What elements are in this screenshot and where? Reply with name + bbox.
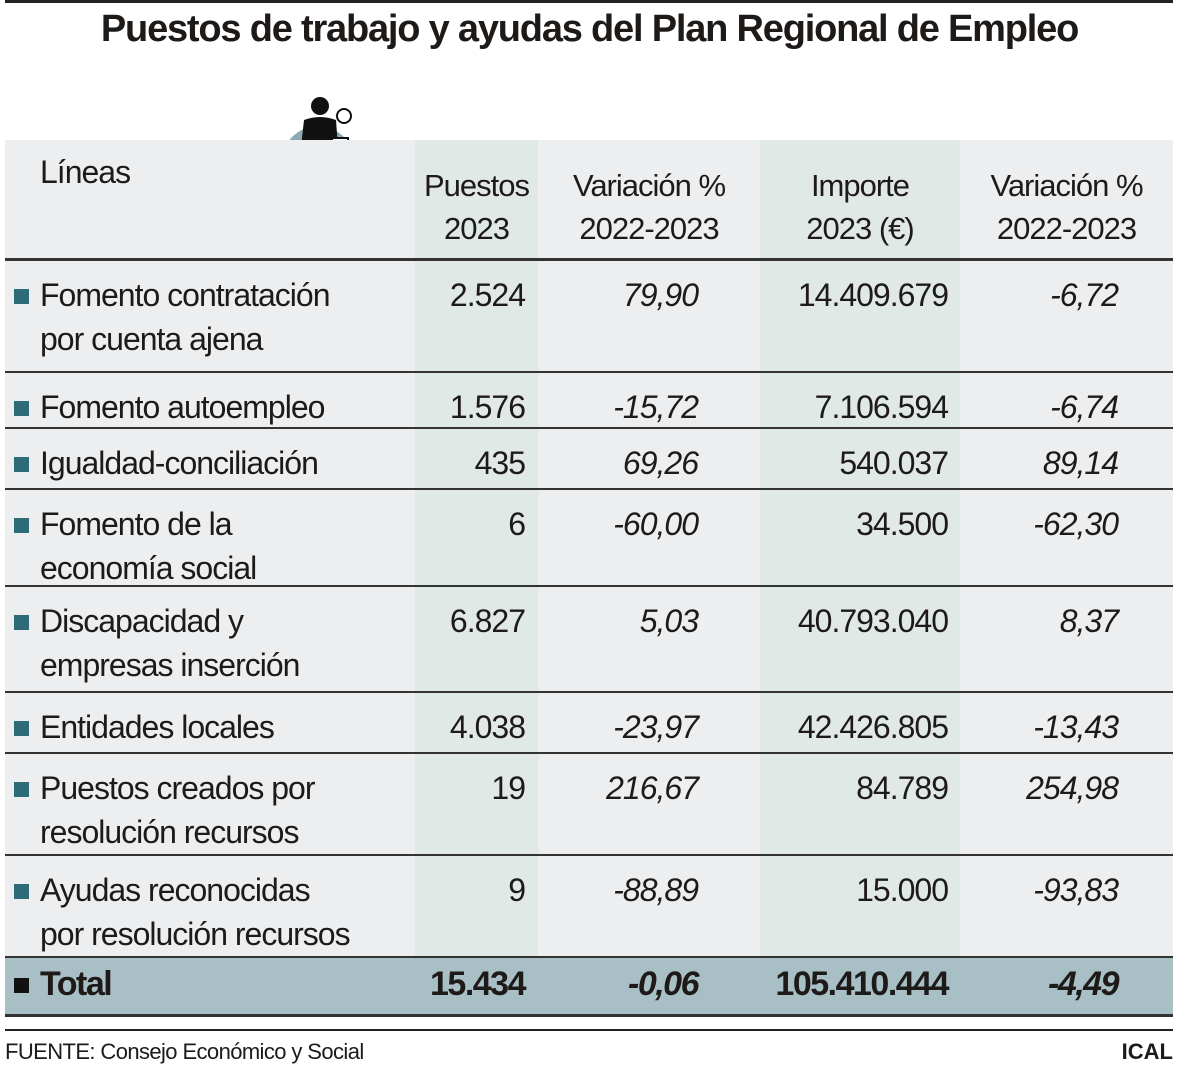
page-title: Puestos de trabajo y ayudas del Plan Reg…	[100, 8, 1079, 50]
header-variacion-puestos: Variación % 2022-2023	[572, 168, 726, 246]
row-label: Ayudas reconocidas por resolución recurso…	[40, 872, 351, 952]
cell-var-importe: -62,30	[1033, 506, 1119, 542]
cell-puestos: 19	[491, 770, 526, 806]
square-bullet-icon	[14, 615, 29, 630]
cell-puestos: 6.827	[449, 603, 526, 639]
total-var-puestos: -0,06	[628, 965, 700, 1003]
header-lineas: Líneas	[40, 154, 131, 190]
credit: ICAL	[1121, 1039, 1173, 1064]
square-bullet-icon	[14, 978, 29, 993]
total-var-importe: -4,49	[1048, 965, 1120, 1003]
total-puestos: 15.434	[430, 965, 527, 1003]
cell-var-puestos: -15,72	[613, 389, 699, 425]
table-row: Fomento autoempleo 1.576 -15,72 7.106.594 -6…	[5, 373, 1173, 429]
data-table: Líneas Puestos 2023 Variación % 2022-2023 …	[5, 140, 1173, 1017]
row-label: Fomento contratación por cuenta ajena	[40, 277, 331, 357]
source-note: FUENTE: Consejo Económico y Social	[5, 1039, 364, 1064]
header-variacion-importe: Variación % 2022-2023	[990, 168, 1143, 246]
square-bullet-icon	[14, 884, 29, 899]
cell-importe: 34.500	[856, 506, 949, 542]
header-puestos: Puestos 2023	[423, 168, 530, 246]
table-row: Discapacidad y empresas inserción 6.827 5,0…	[5, 587, 1173, 693]
cell-var-puestos: 216,67	[606, 770, 699, 806]
cell-importe: 84.789	[856, 770, 949, 806]
total-importe: 105.410.444	[775, 965, 949, 1003]
cell-var-importe: 89,14	[1042, 445, 1119, 481]
cell-puestos: 4.038	[449, 709, 526, 745]
square-bullet-icon	[14, 401, 29, 416]
square-bullet-icon	[14, 721, 29, 736]
square-bullet-icon	[14, 289, 29, 304]
cell-var-puestos: -23,97	[613, 709, 699, 745]
column-band-puestos	[415, 140, 538, 1017]
square-bullet-icon	[14, 518, 29, 533]
cell-importe: 40.793.040	[797, 603, 949, 639]
square-bullet-icon	[14, 457, 29, 472]
header-importe: Importe 2023 (€)	[806, 168, 914, 246]
total-row: Total 15.434 -0,06 105.410.444 -4,49	[5, 958, 1173, 1017]
cell-var-importe: -13,43	[1033, 709, 1119, 745]
table-header: Líneas Puestos 2023 Variación % 2022-2023 …	[5, 140, 1173, 261]
cell-var-importe: -6,74	[1050, 389, 1119, 425]
table-row: Puestos creados por resolución recursos 19…	[5, 754, 1173, 856]
cell-importe: 14.409.679	[797, 277, 949, 313]
row-label: Fomento autoempleo	[40, 389, 325, 425]
cell-importe: 42.426.805	[797, 709, 949, 745]
cell-var-importe: 8,37	[1059, 603, 1119, 639]
table-row: Igualdad-conciliación 435 69,26 540.037 89,1…	[5, 429, 1173, 490]
footer-rule	[5, 1029, 1173, 1031]
row-label: Entidades locales	[40, 709, 275, 745]
row-label: Discapacidad y empresas inserción	[40, 603, 300, 683]
row-label: Igualdad-conciliación	[40, 445, 319, 481]
table-row: Fomento contratación por cuenta ajena 2.52…	[5, 261, 1173, 373]
cell-var-importe: 254,98	[1026, 770, 1119, 806]
square-bullet-icon	[14, 782, 29, 797]
cell-var-puestos: 5,03	[639, 603, 699, 639]
column-band-importe	[760, 140, 960, 1017]
cell-var-puestos: -88,89	[613, 872, 699, 908]
cell-importe: 540.037	[839, 445, 949, 481]
cell-puestos: 9	[508, 872, 526, 908]
row-label: Puestos creados por resolución recursos	[40, 770, 316, 850]
total-label: Total	[40, 965, 113, 1003]
top-rule	[5, 0, 1173, 3]
cell-importe: 7.106.594	[814, 389, 949, 425]
table-row: Fomento de la economía social 6 -60,00 34.50…	[5, 490, 1173, 587]
cell-puestos: 1.576	[449, 389, 526, 425]
cell-puestos: 2.524	[449, 277, 526, 313]
cell-var-puestos: 79,90	[622, 277, 699, 313]
row-label: Fomento de la economía social	[40, 506, 257, 586]
cell-importe: 15.000	[856, 872, 949, 908]
cell-var-importe: -6,72	[1050, 277, 1119, 313]
cell-var-puestos: 69,26	[622, 445, 699, 481]
cell-puestos: 435	[474, 445, 526, 481]
cell-var-importe: -93,83	[1033, 872, 1119, 908]
cell-var-puestos: -60,00	[613, 506, 699, 542]
cell-puestos: 6	[508, 506, 526, 542]
table-row: Entidades locales 4.038 -23,97 42.426.805 -1…	[5, 693, 1173, 754]
table-row: Ayudas reconocidas por resolución recurso…	[5, 856, 1173, 958]
